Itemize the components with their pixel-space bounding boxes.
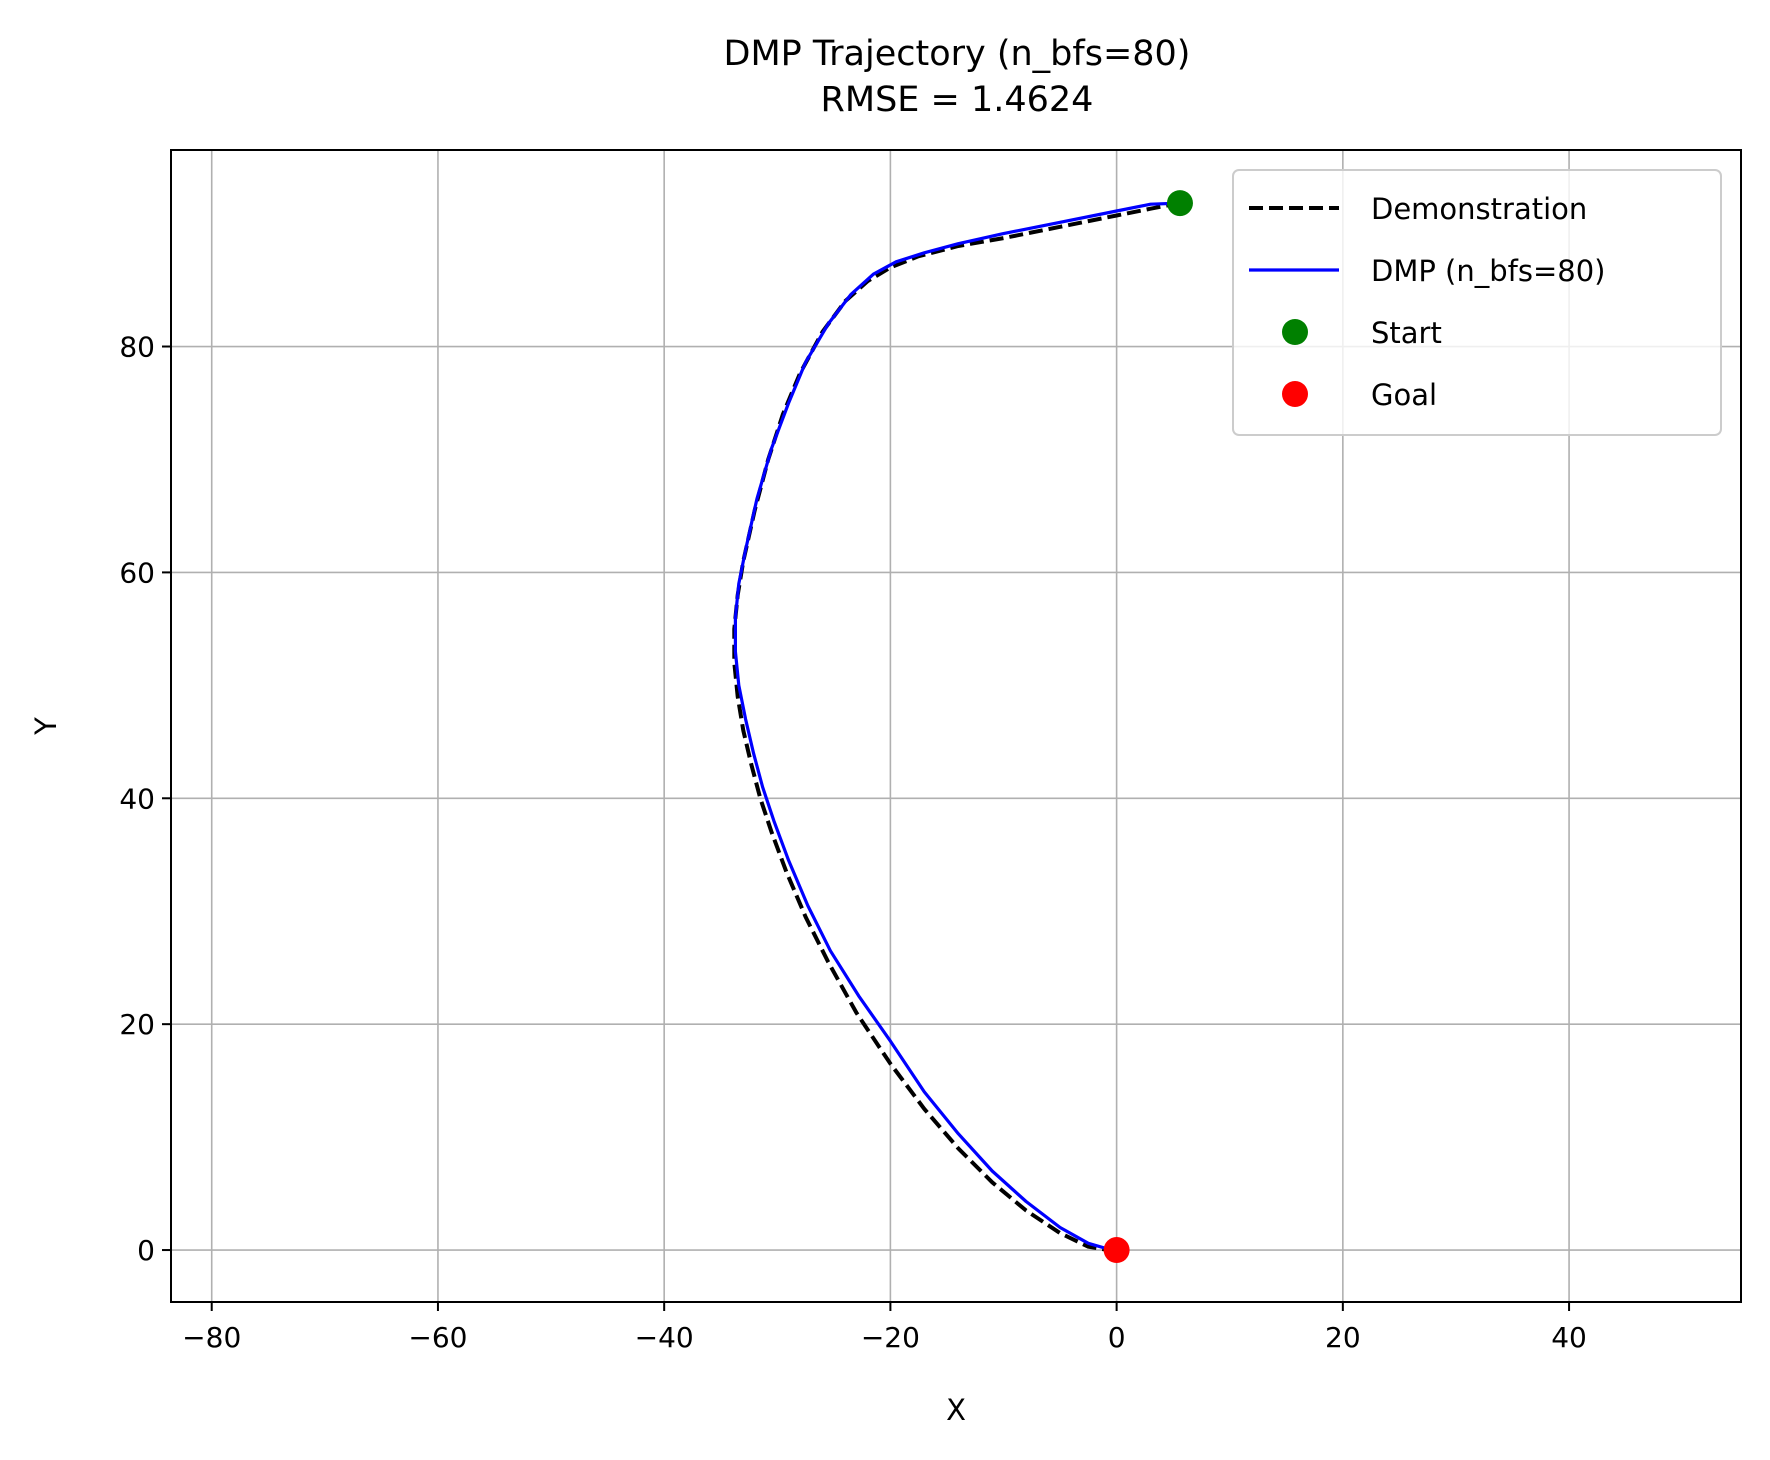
- x-tick-label: 0: [1108, 1321, 1126, 1354]
- dmp-line: [733, 201, 1181, 1252]
- series-layer: [732, 190, 1193, 1264]
- y-tick-label: 40: [119, 782, 155, 815]
- y-tick-label: 80: [119, 331, 155, 364]
- x-tick-label: −40: [635, 1321, 694, 1354]
- x-axis-label: X: [946, 1393, 966, 1427]
- legend-marker-start: [1282, 319, 1308, 345]
- legend-label: Start: [1371, 316, 1442, 350]
- legend-label: DMP (n_bfs=80): [1371, 254, 1606, 288]
- goal-point: [1103, 1237, 1130, 1264]
- chart-subtitle: RMSE = 1.4624: [821, 80, 1094, 120]
- legend-marker-goal: [1282, 381, 1308, 407]
- ticks: −80 −60 −40 −20 0 20 40 0 20 40 60 80: [119, 331, 1587, 1354]
- y-tick-label: 0: [137, 1234, 155, 1267]
- legend-box: [1232, 169, 1722, 436]
- legend: Demonstration DMP (n_bfs=80) Start Goal: [1232, 169, 1722, 436]
- plot-frame: [170, 149, 1742, 1303]
- legend-label: Goal: [1371, 378, 1437, 412]
- x-tick-label: −20: [861, 1321, 920, 1354]
- start-point: [1166, 190, 1193, 217]
- y-axis-label: Y: [29, 717, 63, 736]
- demonstration-line: [732, 201, 1181, 1252]
- x-tick-label: −60: [408, 1321, 467, 1354]
- y-tick-label: 60: [119, 556, 155, 589]
- legend-label: Demonstration: [1371, 192, 1587, 226]
- x-tick-label: 20: [1325, 1321, 1361, 1354]
- x-tick-label: −80: [182, 1321, 241, 1354]
- y-tick-label: 20: [119, 1008, 155, 1041]
- x-tick-label: 40: [1551, 1321, 1587, 1354]
- chart-title: DMP Trajectory (n_bfs=80): [724, 34, 1191, 74]
